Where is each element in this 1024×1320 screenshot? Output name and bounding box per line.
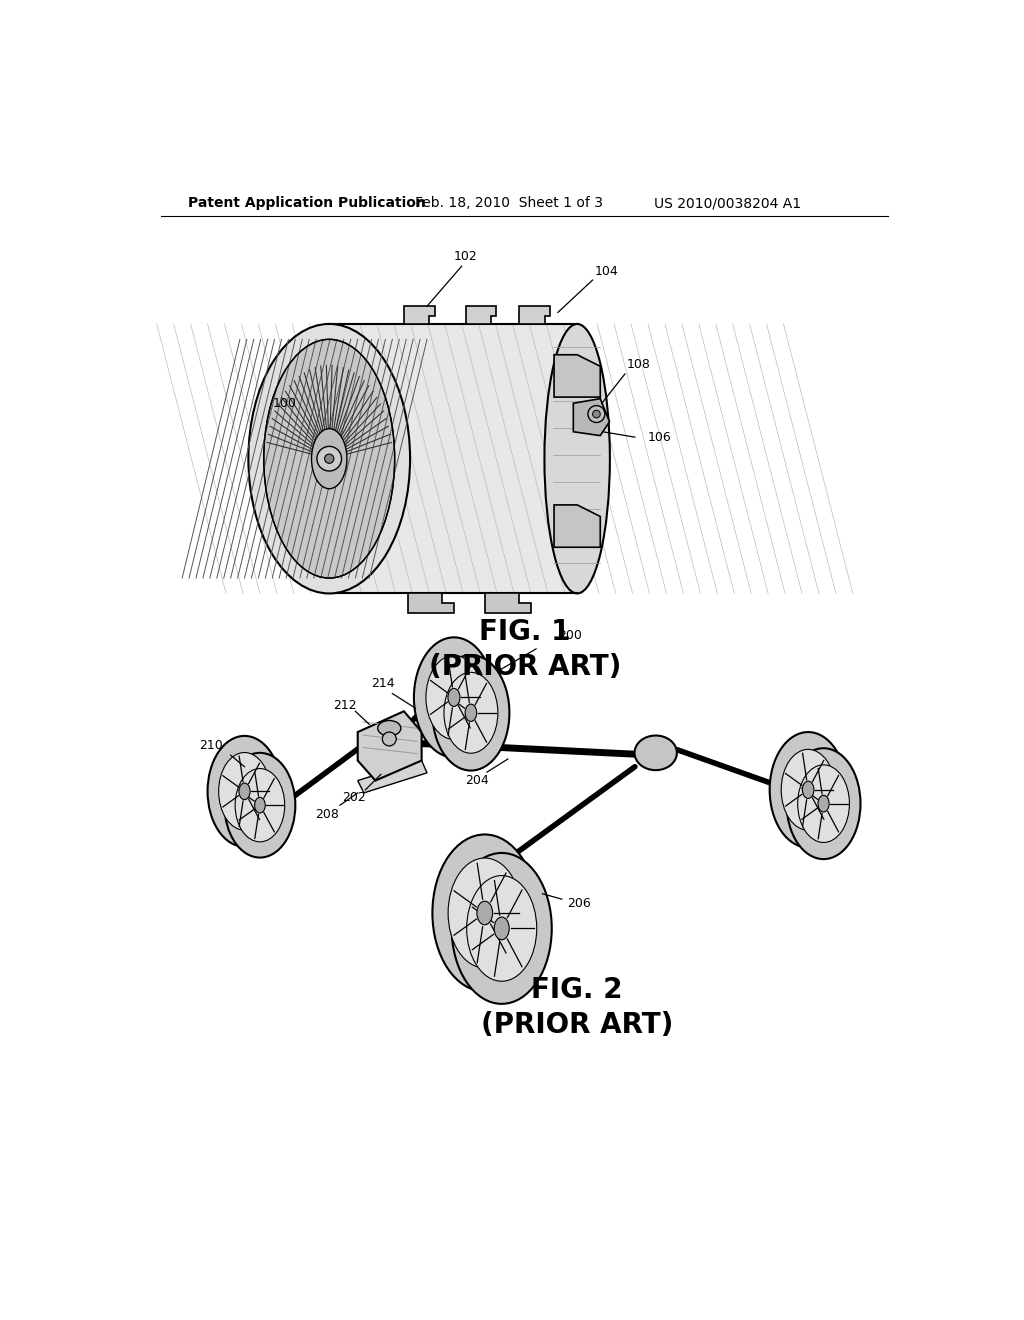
Text: 102: 102 (454, 251, 477, 264)
Ellipse shape (447, 689, 460, 706)
Ellipse shape (236, 768, 285, 842)
Circle shape (588, 405, 605, 422)
Text: 106: 106 (648, 430, 672, 444)
Ellipse shape (219, 752, 270, 830)
Polygon shape (484, 594, 531, 612)
Ellipse shape (264, 339, 394, 578)
Polygon shape (403, 306, 435, 323)
Ellipse shape (495, 917, 509, 940)
Polygon shape (357, 760, 427, 793)
Ellipse shape (798, 764, 850, 842)
Polygon shape (573, 399, 609, 436)
Text: 204: 204 (465, 774, 488, 787)
Ellipse shape (786, 748, 860, 859)
Ellipse shape (635, 735, 677, 770)
Text: 100: 100 (272, 397, 297, 409)
Ellipse shape (378, 721, 400, 737)
Text: 210: 210 (200, 739, 223, 751)
Ellipse shape (545, 323, 610, 594)
Ellipse shape (224, 752, 295, 858)
Polygon shape (408, 594, 454, 612)
Text: Patent Application Publication: Patent Application Publication (188, 197, 426, 210)
Text: 200: 200 (558, 630, 582, 643)
Ellipse shape (255, 797, 265, 813)
Circle shape (593, 411, 600, 418)
Text: 212: 212 (333, 698, 356, 711)
Text: 208: 208 (315, 808, 339, 821)
Ellipse shape (452, 853, 552, 1003)
Text: 214: 214 (372, 677, 395, 690)
Ellipse shape (432, 834, 538, 991)
Ellipse shape (781, 750, 836, 830)
Ellipse shape (465, 704, 477, 722)
Text: 108: 108 (627, 358, 650, 371)
Text: (PRIOR ART): (PRIOR ART) (481, 1011, 674, 1039)
Text: Feb. 18, 2010  Sheet 1 of 3: Feb. 18, 2010 Sheet 1 of 3 (416, 197, 603, 210)
Ellipse shape (818, 796, 829, 812)
Ellipse shape (770, 733, 847, 847)
Circle shape (316, 446, 342, 471)
Ellipse shape (311, 429, 347, 488)
Ellipse shape (477, 902, 493, 925)
Text: 104: 104 (595, 265, 618, 279)
Ellipse shape (208, 737, 282, 847)
Text: FIG. 1: FIG. 1 (479, 618, 570, 645)
Ellipse shape (444, 672, 498, 754)
Text: FIG. 2: FIG. 2 (531, 975, 623, 1005)
Ellipse shape (426, 655, 482, 739)
Polygon shape (554, 355, 600, 397)
Polygon shape (554, 506, 600, 548)
Ellipse shape (249, 323, 410, 594)
Ellipse shape (803, 781, 814, 799)
Text: 206: 206 (567, 898, 591, 911)
Polygon shape (357, 711, 422, 780)
Text: US 2010/0038204 A1: US 2010/0038204 A1 (654, 197, 802, 210)
Text: 202: 202 (342, 791, 366, 804)
Circle shape (382, 733, 396, 746)
Ellipse shape (239, 783, 250, 800)
Ellipse shape (467, 875, 537, 981)
Circle shape (325, 454, 334, 463)
Ellipse shape (432, 655, 509, 771)
Polygon shape (519, 306, 550, 323)
Ellipse shape (414, 638, 494, 758)
Text: (PRIOR ART): (PRIOR ART) (429, 652, 621, 681)
Polygon shape (466, 306, 497, 323)
Ellipse shape (449, 858, 521, 968)
Polygon shape (327, 323, 578, 594)
